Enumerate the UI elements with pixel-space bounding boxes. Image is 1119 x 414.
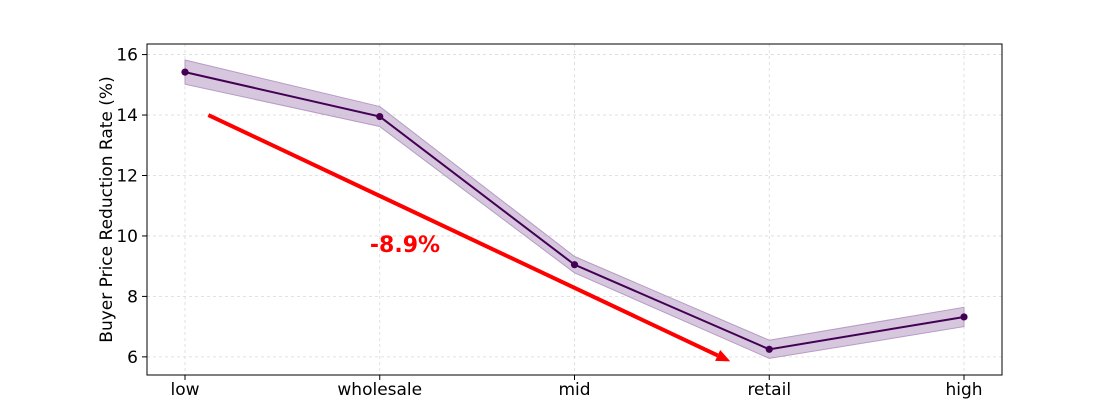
data-point-mid [570, 261, 579, 269]
y-axis-label: Buyer Price Reduction Rate (%) [97, 76, 117, 342]
x-tick-label-retail: retail [747, 380, 791, 400]
series-line [184, 71, 965, 351]
data-points [181, 68, 968, 353]
y-tick-label: 6 [127, 348, 138, 368]
y-tick-label: 12 [116, 166, 138, 186]
trend-arrow [207, 113, 731, 362]
x-tick-label-high: high [945, 380, 982, 400]
x-tick-label-wholesale: wholesale [337, 380, 422, 400]
y-tick-label: 8 [127, 287, 138, 307]
data-point-low [181, 68, 189, 76]
y-tick-label: 16 [116, 46, 138, 66]
x-tick-label-low: low [170, 380, 199, 400]
data-point-high [960, 313, 968, 321]
arrow-shaft [207, 113, 719, 358]
arrow-head [715, 349, 731, 362]
grid-lines [147, 44, 1002, 375]
annotation-label: -8.9% [370, 233, 440, 258]
data-point-wholesale [376, 112, 384, 121]
x-tick-label-mid: mid [558, 380, 590, 400]
data-point-retail [765, 345, 773, 353]
y-axis-ticks: 6 8 10 12 14 16 [116, 46, 147, 368]
x-axis-ticks: low wholesale mid retail high [170, 375, 983, 400]
y-tick-label: 10 [116, 227, 138, 247]
y-tick-label: 14 [116, 106, 138, 126]
